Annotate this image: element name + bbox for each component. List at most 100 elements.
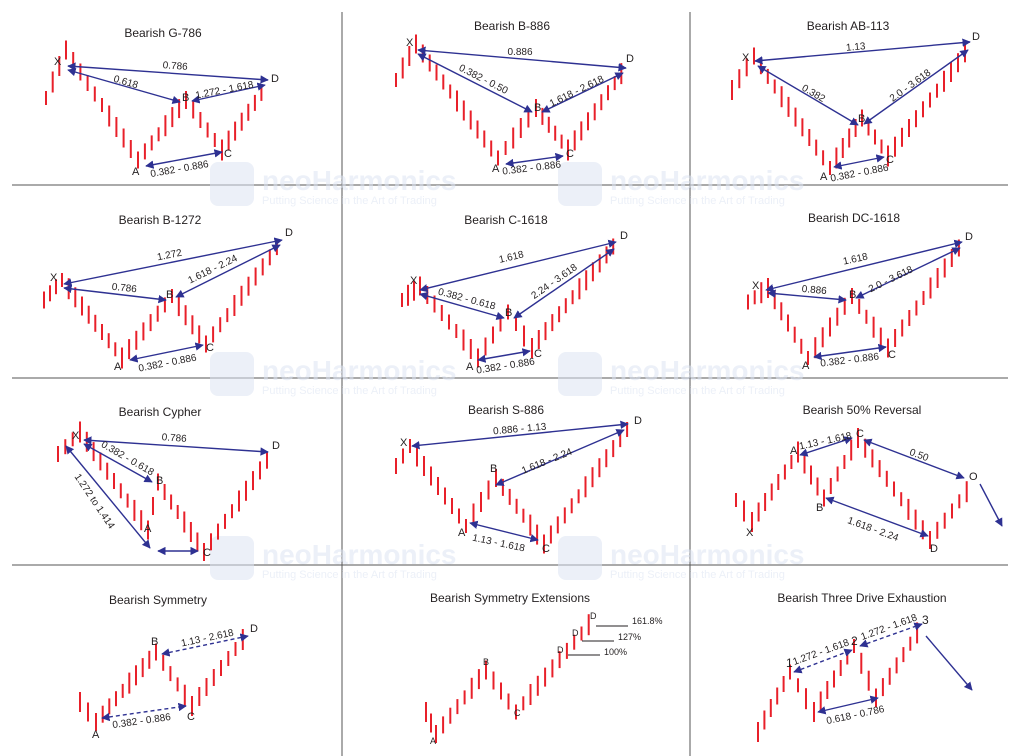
price-bar [79, 692, 81, 712]
price-bar [902, 647, 905, 663]
price-bar [247, 276, 250, 296]
price-bar [106, 462, 109, 480]
price-bar [529, 684, 532, 705]
price-bar [99, 452, 102, 471]
watermark-brand: neoHarmonics [610, 355, 805, 386]
watermark-logo-icon [210, 536, 254, 580]
point-label-2: 2 [851, 634, 858, 648]
price-bar [853, 639, 855, 653]
price-bar [915, 110, 917, 128]
point-label-a: A [790, 445, 798, 457]
arrow-xc [65, 445, 151, 549]
point-label-a: A [820, 171, 828, 183]
point-label-a: A [114, 361, 122, 373]
panel-b886: Bearish B-886 0.886 0.382 - 0.50 1.618 -… [406, 19, 634, 178]
price-bar [135, 665, 137, 686]
price-bar [914, 509, 917, 530]
price-bar [213, 133, 216, 147]
price-bar [456, 90, 458, 112]
price-bar [536, 675, 539, 696]
price-bar [199, 112, 202, 128]
point-label-b: B [534, 102, 541, 114]
arrow-ac [799, 436, 853, 457]
price-bar [421, 44, 424, 63]
price-bar [409, 439, 411, 453]
price-bar [782, 676, 785, 692]
price-bar [929, 92, 931, 108]
price-bar [787, 314, 789, 332]
price-bar [129, 140, 132, 158]
price-bar [114, 342, 117, 357]
price-bar [529, 514, 532, 536]
price-bar [613, 76, 616, 91]
price-bar [921, 520, 924, 540]
price-bar [135, 330, 138, 350]
price-bar [476, 120, 479, 139]
price-bar [593, 103, 596, 121]
price-bar [504, 141, 507, 155]
point-label-c: C [566, 148, 574, 160]
price-bar [549, 525, 552, 544]
ratio-ac: 0.382 - 0.886 [502, 159, 562, 177]
price-bar [137, 151, 139, 169]
price-bar [163, 297, 166, 313]
point-label-a: A [466, 361, 474, 373]
price-bar [234, 642, 237, 656]
price-bar [929, 531, 931, 549]
ratio-xd: 0.886 [507, 47, 532, 58]
arrow-xb [767, 289, 847, 304]
price-bar [413, 280, 415, 301]
price-bar [823, 489, 825, 507]
price-bar [226, 308, 229, 323]
price-bar [128, 339, 131, 360]
watermark-brand: neoHarmonics [262, 355, 457, 386]
price-bar [536, 524, 539, 545]
price-bar [477, 669, 480, 690]
price-bar [587, 112, 589, 131]
price-bar [943, 512, 946, 529]
price-bar [487, 480, 490, 500]
ratio-xd: 1.618 [842, 251, 869, 267]
price-bar [430, 713, 432, 733]
price-bar [835, 147, 838, 169]
price-bar [64, 439, 67, 455]
price-bar [607, 85, 609, 101]
ratio-ac: 1.13 - 1.618 [471, 533, 526, 555]
price-bar [878, 460, 881, 478]
price-bar [816, 477, 819, 496]
panel-title: Bearish Symmetry Extensions [430, 591, 590, 605]
price-bar [164, 115, 167, 137]
price-bar [515, 704, 517, 720]
price-bar [395, 73, 397, 87]
price-bar [745, 58, 748, 77]
price-bar [183, 684, 186, 706]
price-bar [490, 140, 493, 157]
price-bar [416, 445, 418, 467]
price-bar [451, 498, 453, 514]
price-bar [551, 314, 554, 332]
price-bar [79, 421, 81, 443]
price-bar [894, 136, 896, 157]
arrow-ac [477, 348, 531, 363]
price-bar [61, 273, 63, 287]
panel-g786: Bearish G-786 0.786 0.618 1.272 - 1.618 … [54, 26, 279, 180]
price-bar [43, 291, 45, 309]
point-label-x: X [400, 437, 408, 449]
price-bar [157, 473, 159, 491]
panel-title: Bearish C-1618 [464, 213, 548, 227]
point-label-x: X [50, 272, 58, 284]
point-label-d: D [930, 543, 938, 555]
price-bar [829, 478, 832, 494]
price-bar [885, 470, 888, 487]
price-bar [573, 130, 576, 151]
price-bar [843, 455, 846, 469]
price-bar [142, 322, 145, 341]
price-bar [887, 338, 889, 358]
point-label-a: A [132, 166, 140, 178]
price-bar [522, 508, 525, 523]
price-bar [94, 314, 97, 332]
price-bar [936, 268, 939, 288]
ratio-bd: 2.0 - 3.618 [867, 264, 915, 295]
price-bar [515, 498, 518, 514]
point-label-x: X [54, 56, 62, 68]
